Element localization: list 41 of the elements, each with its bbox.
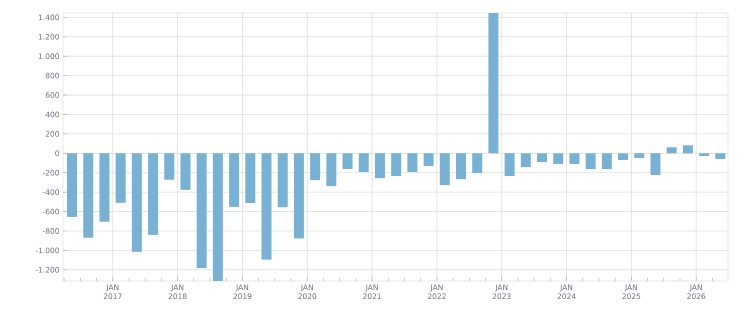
bar	[699, 153, 710, 156]
bar	[650, 153, 660, 176]
bar	[440, 153, 450, 186]
bar	[715, 153, 726, 160]
bar	[164, 153, 174, 180]
bar	[99, 153, 110, 222]
bar	[262, 153, 272, 260]
bar	[278, 153, 288, 208]
bar	[229, 153, 240, 207]
bar	[342, 153, 353, 170]
bar	[488, 12, 498, 154]
bar	[586, 153, 596, 170]
bar	[116, 153, 126, 203]
bar	[148, 153, 158, 235]
bar	[132, 153, 142, 252]
bar	[569, 153, 580, 164]
bar	[553, 153, 564, 164]
bar	[374, 153, 385, 178]
bar	[537, 153, 548, 162]
bar	[67, 153, 78, 217]
bar	[424, 153, 434, 166]
bar	[358, 153, 369, 172]
bar	[682, 145, 693, 154]
bar	[326, 153, 336, 186]
bar	[310, 153, 320, 180]
bar	[391, 153, 402, 176]
bar	[212, 153, 223, 281]
bar	[245, 153, 256, 204]
bar	[618, 153, 628, 160]
bar	[407, 153, 418, 172]
bar	[294, 153, 304, 238]
bar	[666, 147, 677, 154]
bar	[520, 153, 531, 167]
bar	[196, 153, 207, 268]
bar	[634, 153, 644, 158]
bar	[602, 153, 612, 170]
bar	[472, 153, 482, 174]
bar	[83, 153, 94, 238]
bar	[456, 153, 466, 180]
bar	[180, 153, 190, 190]
bar	[504, 153, 515, 176]
